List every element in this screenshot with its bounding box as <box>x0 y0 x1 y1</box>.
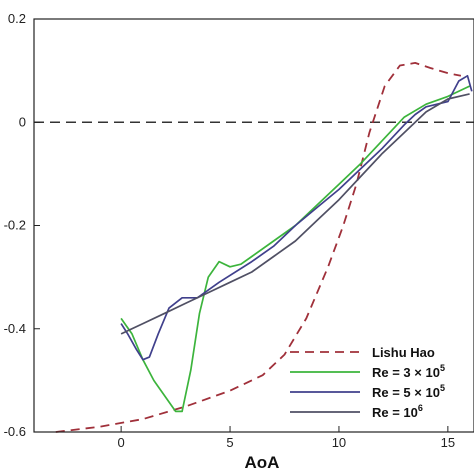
y-tick-label: -0.2 <box>4 218 26 233</box>
y-tick-label: 0 <box>19 114 26 129</box>
legend-exponent: 5 <box>440 363 445 373</box>
legend-exponent: 6 <box>418 403 423 413</box>
x-tick-label: 10 <box>332 435 346 450</box>
series-layer <box>55 62 473 433</box>
legend-label: Re = 106 <box>372 403 423 420</box>
axes-layer: 0 5 10 15 -0.6 -0.4 -0.2 0 0.2 AoA <box>4 11 474 472</box>
y-tick-label: 0.2 <box>8 11 26 26</box>
series-line-2 <box>120 85 470 413</box>
legend-label: Lishu Hao <box>372 345 435 360</box>
legend: Lishu Hao Re = 3 × 105 Re = 5 × 105 Re = 10… <box>290 345 445 420</box>
x-tick-label: 5 <box>226 435 233 450</box>
series-line-4 <box>120 93 470 335</box>
legend-label: Re = 3 × 105 <box>372 363 445 380</box>
series-line-3 <box>120 74 473 361</box>
legend-label: Re = 5 × 105 <box>372 383 445 400</box>
y-tick-label: -0.6 <box>4 424 26 439</box>
x-axis-label: AoA <box>245 453 280 472</box>
x-tick-label: 0 <box>118 435 125 450</box>
x-tick-label: 15 <box>441 435 455 450</box>
y-tick-label: -0.4 <box>4 321 26 336</box>
series-line-1 <box>55 62 462 433</box>
legend-exponent: 5 <box>440 383 445 393</box>
